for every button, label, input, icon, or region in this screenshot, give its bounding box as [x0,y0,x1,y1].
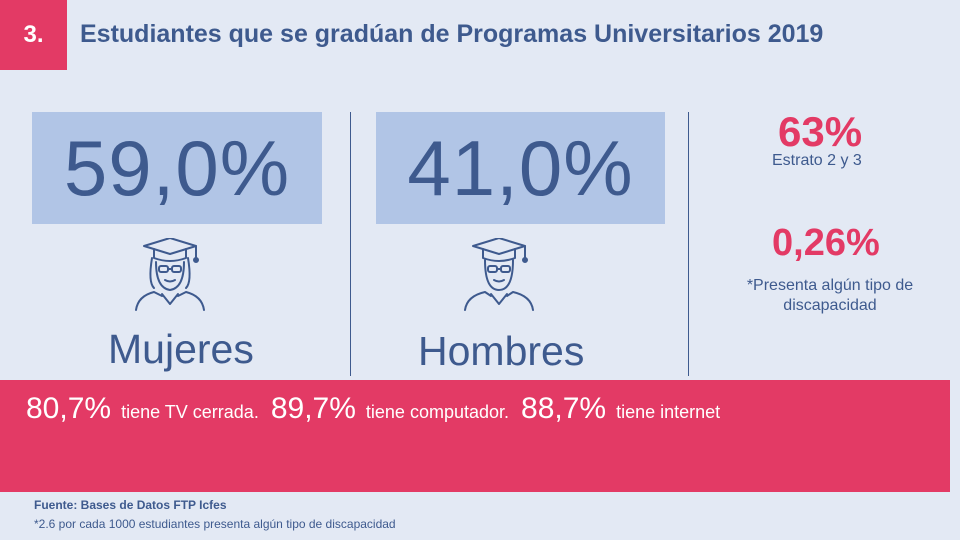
tv-percent: 80,7% [26,392,112,425]
internet-text: tiene internet [616,402,721,422]
men-label: Hombres [418,328,585,374]
female-graduate-icon [135,238,205,311]
source-note: Fuente: Bases de Datos FTP Icfes [34,498,227,512]
women-label: Mujeres [108,326,254,372]
computer-percent: 89,7% [270,392,356,425]
footer: Fuente: Bases de Datos FTP Icfes *2.6 po… [34,496,396,534]
section-number: 3. [23,21,44,48]
internet-percent: 88,7% [521,392,607,425]
men-percent: 41,0% [376,112,665,224]
stats-band-row: 80,7% tiene TV cerrada. 89,7% tiene comp… [26,392,732,426]
footnote: *2.6 por cada 1000 estudiantes presenta … [34,517,396,531]
disability-percent: 0,26% [772,222,880,264]
women-percent: 59,0% [32,112,322,224]
divider [350,112,351,376]
disability-caption: *Presenta algún tipo de discapacidad [746,277,914,314]
male-graduate-icon [464,238,534,311]
section-number-badge: 3. [0,0,67,70]
computer-text: tiene computador. [365,402,510,422]
stratum-percent: 63% [778,108,863,155]
divider [688,112,689,376]
tv-text: tiene TV cerrada. [121,402,259,422]
stratum-caption: Estrato 2 y 3 [772,152,862,169]
stats-band [0,380,950,492]
page-title: Estudiantes que se gradúan de Programas … [80,20,824,48]
